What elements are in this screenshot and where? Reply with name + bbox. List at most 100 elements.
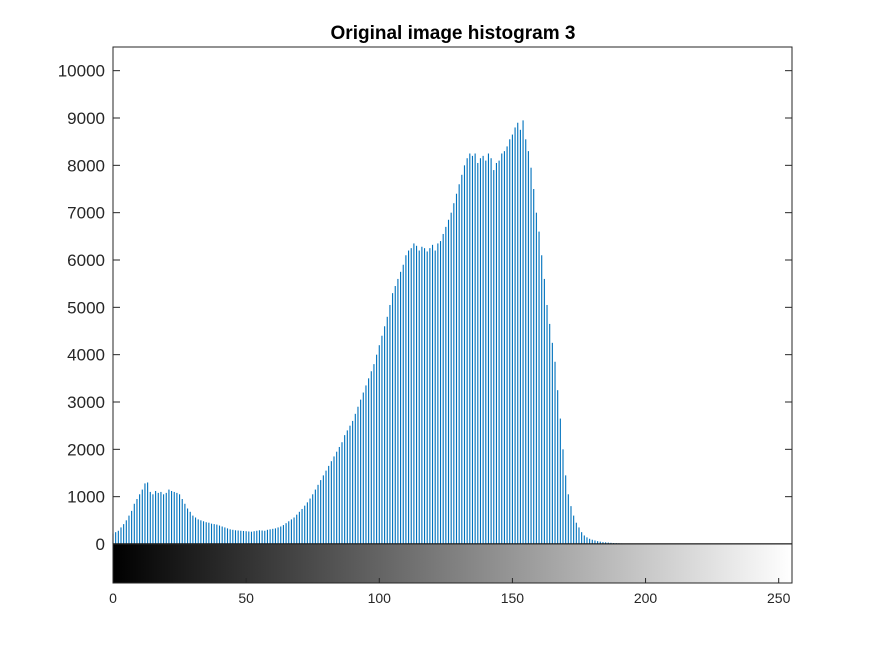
histogram-bar xyxy=(210,523,213,544)
histogram-bar xyxy=(469,153,471,544)
histogram-bar xyxy=(418,250,420,544)
histogram-bar xyxy=(274,528,276,544)
histogram-bar xyxy=(381,335,383,544)
histogram-bar xyxy=(599,541,601,544)
histogram-bar xyxy=(253,531,255,544)
histogram-bar xyxy=(258,530,261,544)
histogram-bar xyxy=(447,219,450,544)
histogram-bar xyxy=(463,165,466,544)
histogram-bar xyxy=(354,413,356,544)
histogram-bar xyxy=(224,527,226,544)
histogram-bar xyxy=(304,505,306,544)
histogram-bar xyxy=(431,244,434,544)
histogram-bar xyxy=(423,248,426,545)
histogram-bar xyxy=(338,446,340,544)
histogram-bar xyxy=(597,541,599,544)
histogram-bar xyxy=(442,233,444,544)
histogram-bar xyxy=(594,540,596,544)
histogram-bar xyxy=(386,316,388,544)
histogram-bar xyxy=(221,526,223,544)
histogram-bar xyxy=(163,494,165,544)
histogram-bar xyxy=(320,480,322,544)
histogram-bar xyxy=(357,406,359,544)
histogram-bar xyxy=(477,162,479,544)
histogram-bar xyxy=(266,529,268,544)
histogram-bar xyxy=(455,193,458,545)
histogram-bar xyxy=(346,430,348,544)
histogram-bar xyxy=(141,489,143,544)
histogram-bar xyxy=(160,491,162,544)
y-tick-label: 0 xyxy=(96,535,105,554)
histogram-bar xyxy=(413,243,415,544)
histogram-bar xyxy=(487,153,490,544)
histogram-bar xyxy=(123,524,125,544)
histogram-bar xyxy=(421,246,423,544)
y-tick-label: 10000 xyxy=(58,62,105,81)
histogram-bar xyxy=(298,511,300,544)
axes-background xyxy=(113,47,792,544)
histogram-bar xyxy=(293,517,295,544)
histogram-bar xyxy=(314,489,316,544)
histogram-bar xyxy=(506,146,508,544)
y-tick-label: 7000 xyxy=(67,204,105,223)
histogram-bar xyxy=(583,535,585,544)
histogram-bar xyxy=(479,158,482,545)
histogram-bar xyxy=(344,435,346,544)
y-tick-label: 3000 xyxy=(67,393,105,412)
histogram-bar xyxy=(171,490,173,544)
y-tick-label: 6000 xyxy=(67,251,105,270)
gray-colorbar: 0 50 100 150 200 250 xyxy=(109,543,793,606)
histogram-bar xyxy=(248,531,250,544)
histogram-bar xyxy=(434,250,436,544)
histogram-bar xyxy=(373,364,375,544)
histogram-bar xyxy=(397,278,399,544)
colorbar-gradient xyxy=(113,544,792,583)
histogram-bar xyxy=(546,304,548,544)
histogram-bar xyxy=(551,342,553,544)
histogram-bar xyxy=(149,491,151,544)
histogram-bar xyxy=(495,162,497,544)
histogram-bar xyxy=(120,527,122,544)
histogram-bar xyxy=(535,212,537,545)
histogram-bar xyxy=(168,489,170,544)
colorbar-frame xyxy=(112,543,793,584)
histogram-bar xyxy=(131,510,133,544)
y-tick-label: 9000 xyxy=(67,109,105,128)
histogram-bars xyxy=(112,120,660,545)
histogram-bar xyxy=(482,155,484,544)
histogram-bar xyxy=(365,385,367,544)
chart-title: Original image histogram 3 xyxy=(331,23,576,44)
histogram-bar xyxy=(429,248,431,545)
histogram-bar xyxy=(341,442,343,544)
histogram-bar xyxy=(474,153,476,544)
histogram-bar xyxy=(333,456,335,544)
histogram-bar xyxy=(349,425,351,544)
histogram-bar xyxy=(394,286,396,544)
histogram-bar xyxy=(309,498,311,544)
histogram-bar xyxy=(250,531,253,544)
histogram-bar xyxy=(133,503,135,544)
histogram-bar xyxy=(155,490,157,544)
histogram-bar xyxy=(272,528,274,544)
histogram-bar xyxy=(405,255,407,544)
histogram-bar xyxy=(578,527,580,544)
histogram-bar xyxy=(269,529,271,544)
histogram-bar xyxy=(317,484,319,544)
histogram-bar xyxy=(522,120,524,545)
y-tick-label: 4000 xyxy=(67,346,105,365)
histogram-bar xyxy=(194,517,197,544)
histogram-bar xyxy=(530,167,532,544)
histogram-bar xyxy=(128,515,130,544)
histogram-bar xyxy=(144,483,146,544)
x-tick-label: 100 xyxy=(368,590,392,606)
histogram-bar xyxy=(389,304,391,544)
histogram-bar xyxy=(208,522,210,544)
plot-area: 0 1000 2000 3000 4000 5000 6000 7000 8000 9000 100… xyxy=(58,46,793,554)
x-tick-label: 200 xyxy=(634,590,658,606)
histogram-bar xyxy=(392,293,394,544)
histogram-bar xyxy=(376,354,378,544)
histogram-bar xyxy=(378,345,380,544)
histogram-bar xyxy=(352,420,354,544)
histogram-bar xyxy=(575,522,577,544)
